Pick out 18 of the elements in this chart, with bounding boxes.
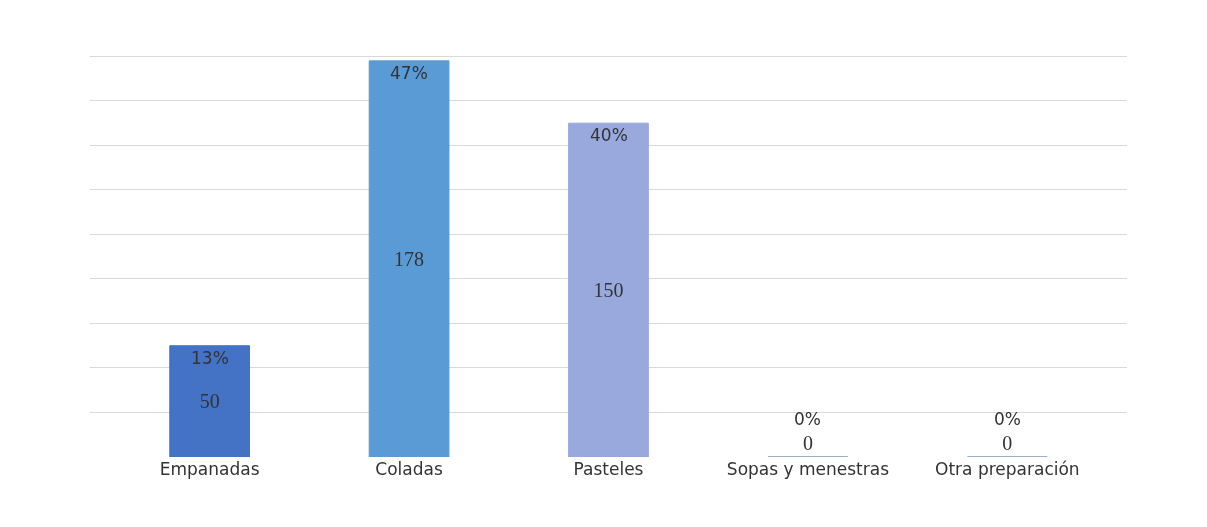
annotation: 40% bbox=[590, 125, 628, 145]
annotation: 13% bbox=[191, 348, 229, 368]
data-label: 0 bbox=[1002, 432, 1013, 454]
x-tick-label: Empanadas bbox=[159, 459, 260, 479]
bar bbox=[169, 345, 251, 457]
data-label: 178 bbox=[394, 247, 425, 270]
annotation: 0% bbox=[994, 409, 1021, 429]
bar bbox=[568, 122, 649, 457]
annotation: 0% bbox=[794, 409, 821, 429]
x-tick-label: Coladas bbox=[375, 459, 443, 479]
x-tick-label: Sopas y menestras bbox=[726, 459, 890, 479]
x-tick-label: Pasteles bbox=[573, 459, 644, 479]
x-tick-label: Otra preparación bbox=[935, 459, 1080, 479]
annotation: 47% bbox=[390, 63, 428, 83]
data-label: 50 bbox=[199, 390, 220, 413]
bar bbox=[368, 60, 450, 457]
data-label: 150 bbox=[593, 279, 624, 302]
data-label: 0 bbox=[802, 432, 813, 454]
